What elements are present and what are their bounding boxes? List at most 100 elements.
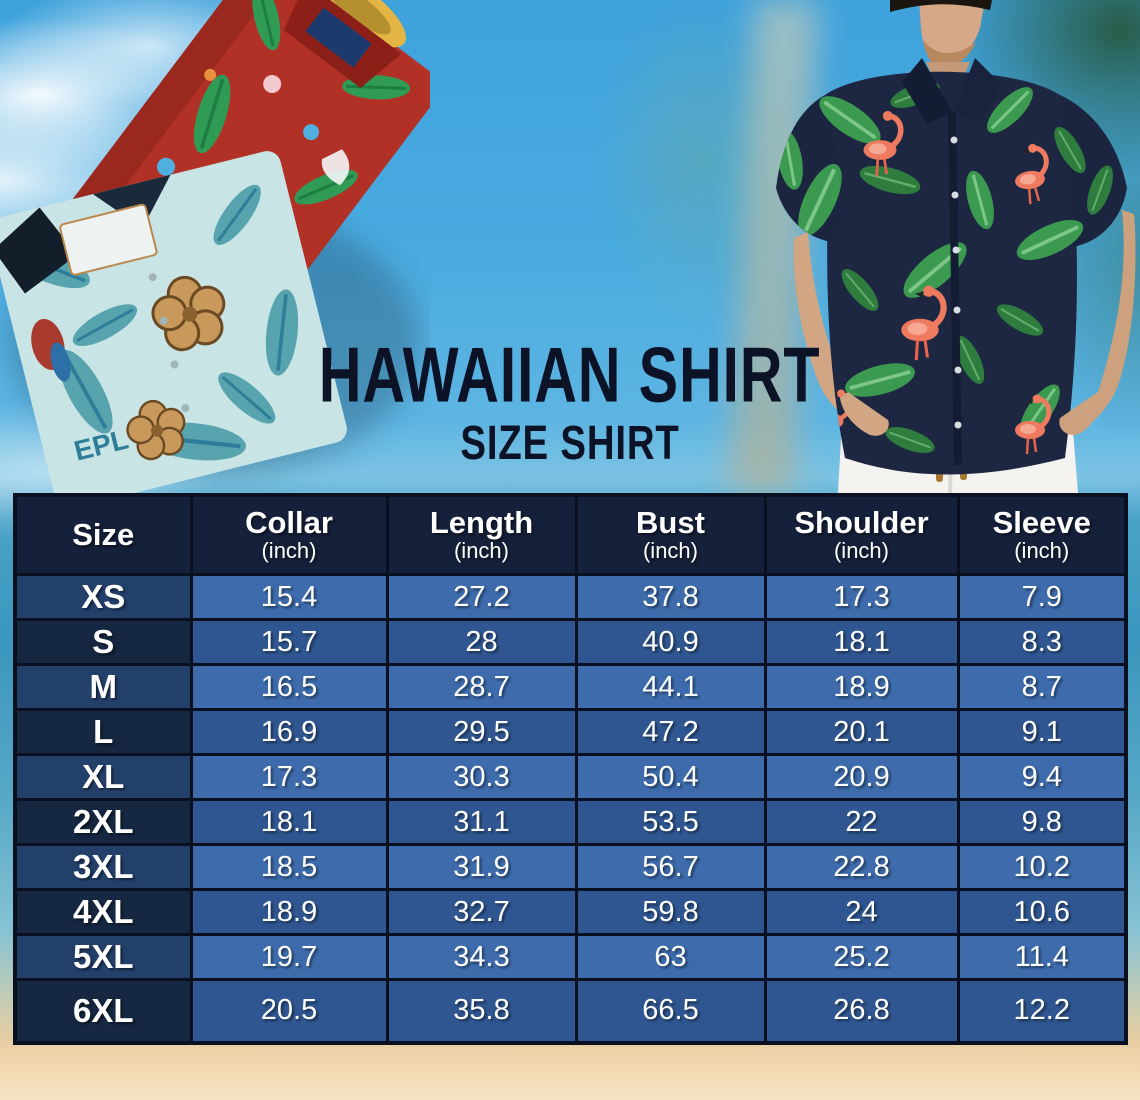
title-block: HAWAIIAN SHIRT SIZE SHIRT	[0, 332, 1140, 470]
value-cell: 27.2	[385, 573, 578, 621]
value-cell: 9.1	[956, 708, 1128, 756]
size-cell: XS	[13, 573, 193, 621]
value-cell: 28	[385, 618, 578, 666]
column-unit: (inch)	[642, 538, 698, 564]
size-cell: L	[13, 708, 193, 756]
flamingo-shirt	[776, 58, 1127, 475]
value-cell: 47.2	[574, 708, 767, 756]
size-cell: 3XL	[13, 843, 193, 891]
value-cell: 30.3	[385, 753, 578, 801]
value-cell: 28.7	[385, 663, 578, 711]
value-cell: 9.4	[956, 753, 1128, 801]
value-cell: 19.7	[189, 933, 389, 981]
size-cell: S	[13, 618, 193, 666]
value-cell: 18.9	[189, 888, 389, 936]
value-cell: 18.5	[189, 843, 389, 891]
table-header-cell: Shoulder (inch)	[763, 493, 960, 576]
hero-model-photo	[776, 0, 1136, 493]
value-cell: 20.9	[763, 753, 960, 801]
value-cell: 8.7	[956, 663, 1128, 711]
value-cell: 24	[763, 888, 960, 936]
value-cell: 40.9	[574, 618, 767, 666]
value-cell: 32.7	[385, 888, 578, 936]
value-cell: 35.8	[385, 978, 578, 1044]
value-cell: 59.8	[574, 888, 767, 936]
value-cell: 25.2	[763, 933, 960, 981]
table-row: XL 17.3 30.3 50.4 20.9 9.4	[13, 753, 1128, 801]
table-row: XS 15.4 27.2 37.8 17.3 7.9	[13, 573, 1128, 621]
model-face	[900, 0, 985, 64]
table-header-cell: Size	[13, 493, 193, 576]
table-header-cell: Bust (inch)	[574, 493, 767, 576]
value-cell: 18.1	[763, 618, 960, 666]
size-cell: M	[13, 663, 193, 711]
value-cell: 34.3	[385, 933, 578, 981]
size-cell: XL	[13, 753, 193, 801]
value-cell: 15.7	[189, 618, 389, 666]
hero-shirts-photo: EPL	[0, 0, 430, 500]
size-cell: 4XL	[13, 888, 193, 936]
value-cell: 31.9	[385, 843, 578, 891]
table-header-cell: Collar (inch)	[189, 493, 389, 576]
value-cell: 18.1	[189, 798, 389, 846]
value-cell: 17.3	[189, 753, 389, 801]
value-cell: 22	[763, 798, 960, 846]
right-arm	[1059, 210, 1136, 435]
table-header-cell: Sleeve (inch)	[956, 493, 1128, 576]
model-hair	[890, 0, 992, 12]
value-cell: 10.6	[956, 888, 1128, 936]
value-cell: 10.2	[956, 843, 1128, 891]
value-cell: 31.1	[385, 798, 578, 846]
size-cell: 6XL	[13, 978, 193, 1044]
value-cell: 22.8	[763, 843, 960, 891]
value-cell: 20.1	[763, 708, 960, 756]
value-cell: 17.3	[763, 573, 960, 621]
value-cell: 26.8	[763, 978, 960, 1044]
value-cell: 15.4	[189, 573, 389, 621]
value-cell: 12.2	[956, 978, 1128, 1044]
column-label: Length	[429, 504, 534, 540]
column-label: Size	[72, 516, 135, 552]
value-cell: 20.5	[189, 978, 389, 1044]
column-label: Collar	[245, 504, 333, 540]
column-unit: (inch)	[261, 538, 317, 564]
table-row: L 16.9 29.5 47.2 20.1 9.1	[13, 708, 1128, 756]
table-row: 4XL 18.9 32.7 59.8 24 10.6	[13, 888, 1128, 936]
value-cell: 29.5	[385, 708, 578, 756]
column-label: Shoulder	[794, 504, 929, 540]
value-cell: 37.8	[574, 573, 767, 621]
value-cell: 8.3	[956, 618, 1128, 666]
table-header-cell: Length (inch)	[385, 493, 578, 576]
value-cell: 44.1	[574, 663, 767, 711]
table-row: 2XL 18.1 31.1 53.5 22 9.8	[13, 798, 1128, 846]
value-cell: 66.5	[574, 978, 767, 1044]
column-unit: (inch)	[833, 538, 889, 564]
size-table-body: XS 15.4 27.2 37.8 17.3 7.9 S 15.7 28 40.9 18.1 8.3 M…	[13, 573, 1128, 1044]
value-cell: 16.5	[189, 663, 389, 711]
size-table: Size Collar (inch) Length (inch) Bust (inch) Sh…	[13, 493, 1128, 1045]
value-cell: 11.4	[956, 933, 1128, 981]
column-unit: (inch)	[1014, 538, 1070, 564]
size-cell: 2XL	[13, 798, 193, 846]
teal-hawaiian-shirt: EPL	[0, 151, 347, 500]
value-cell: 7.9	[956, 573, 1128, 621]
value-cell: 18.9	[763, 663, 960, 711]
column-label: Sleeve	[992, 504, 1091, 540]
table-row: 3XL 18.5 31.9 56.7 22.8 10.2	[13, 843, 1128, 891]
table-row: M 16.5 28.7 44.1 18.9 8.7	[13, 663, 1128, 711]
page-subtitle: SIZE SHIRT	[460, 417, 680, 470]
size-cell: 5XL	[13, 933, 193, 981]
size-table-header: Size Collar (inch) Length (inch) Bust (inch) Sh…	[13, 493, 1128, 576]
table-row: S 15.7 28 40.9 18.1 8.3	[13, 618, 1128, 666]
value-cell: 63	[574, 933, 767, 981]
value-cell: 9.8	[956, 798, 1128, 846]
page-title: HAWAIIAN SHIRT	[319, 332, 821, 419]
value-cell: 56.7	[574, 843, 767, 891]
table-row: 6XL 20.5 35.8 66.5 26.8 12.2	[13, 978, 1128, 1044]
value-cell: 16.9	[189, 708, 389, 756]
value-cell: 53.5	[574, 798, 767, 846]
value-cell: 50.4	[574, 753, 767, 801]
column-label: Bust	[636, 504, 705, 540]
table-row: 5XL 19.7 34.3 63 25.2 11.4	[13, 933, 1128, 981]
column-unit: (inch)	[453, 538, 509, 564]
